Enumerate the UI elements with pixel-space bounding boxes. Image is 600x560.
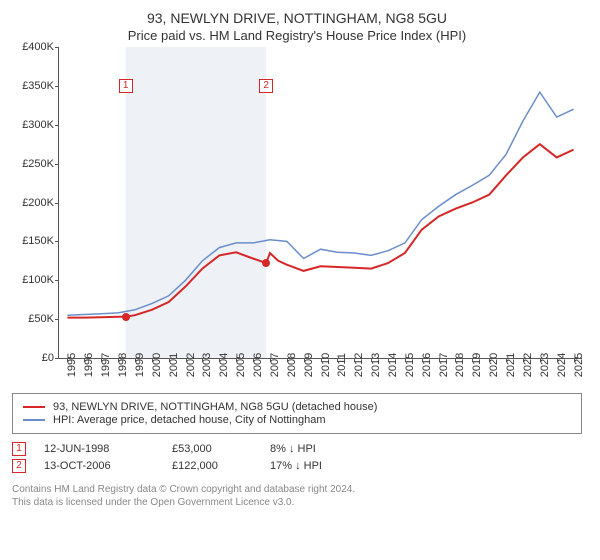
- sale-price: £122,000: [172, 460, 252, 472]
- x-tick-label: 1999: [134, 353, 146, 377]
- x-tick-label: 2018: [454, 353, 466, 377]
- y-tick-label: £100K: [22, 274, 54, 286]
- legend-item: HPI: Average price, detached house, City…: [23, 414, 571, 426]
- y-tick-label: £150K: [22, 235, 54, 247]
- x-axis: 1995199619971998199920002001200220032004…: [58, 359, 582, 383]
- x-tick-label: 1998: [117, 353, 129, 377]
- page-title: 93, NEWLYN DRIVE, NOTTINGHAM, NG8 5GU: [12, 10, 582, 26]
- x-tick-label: 2005: [235, 353, 247, 377]
- y-tick-label: £350K: [22, 80, 54, 92]
- x-tick-label: 2022: [522, 353, 534, 377]
- chart: £0£50K£100K£150K£200K£250K£300K£350K£400…: [12, 47, 582, 383]
- x-tick-label: 2003: [201, 353, 213, 377]
- x-tick-label: 2001: [168, 353, 180, 377]
- x-tick-label: 2017: [438, 353, 450, 377]
- x-tick-label: 2002: [185, 353, 197, 377]
- x-tick-label: 2015: [404, 353, 416, 377]
- legend-label: HPI: Average price, detached house, City…: [53, 414, 326, 426]
- page-subtitle: Price paid vs. HM Land Registry's House …: [12, 28, 582, 43]
- legend-item: 93, NEWLYN DRIVE, NOTTINGHAM, NG8 5GU (d…: [23, 401, 571, 413]
- x-tick-label: 2000: [151, 353, 163, 377]
- footer-line-2: This data is licensed under the Open Gov…: [12, 496, 582, 509]
- x-tick-label: 2004: [218, 353, 230, 377]
- legend-label: 93, NEWLYN DRIVE, NOTTINGHAM, NG8 5GU (d…: [53, 401, 377, 413]
- legend-swatch: [23, 406, 45, 408]
- sale-hpi: 17% ↓ HPI: [270, 460, 360, 472]
- sale-marker-dot: [122, 313, 130, 321]
- x-tick-label: 2023: [539, 353, 551, 377]
- sale-row: 1 12-JUN-1998 £53,000 8% ↓ HPI: [12, 442, 582, 456]
- y-tick-label: £300K: [22, 119, 54, 131]
- y-axis: £0£50K£100K£150K£200K£250K£300K£350K£400…: [12, 47, 58, 383]
- sale-index-badge: 2: [12, 459, 26, 473]
- x-tick-label: 2014: [387, 353, 399, 377]
- x-tick-label: 2013: [370, 353, 382, 377]
- x-tick-label: 2021: [505, 353, 517, 377]
- y-tick-label: £200K: [22, 197, 54, 209]
- sale-marker-label: 1: [119, 79, 133, 93]
- sale-marker-dot: [262, 259, 270, 267]
- plot-area: 12: [58, 47, 582, 359]
- y-tick-label: £50K: [28, 313, 54, 325]
- sale-price: £53,000: [172, 443, 252, 455]
- sale-date: 12-JUN-1998: [44, 443, 154, 455]
- x-tick-label: 2012: [353, 353, 365, 377]
- footer-line-1: Contains HM Land Registry data © Crown c…: [12, 483, 582, 496]
- x-tick-label: 2020: [488, 353, 500, 377]
- x-tick-label: 1995: [66, 353, 78, 377]
- x-tick-label: 2006: [252, 353, 264, 377]
- footer-attribution: Contains HM Land Registry data © Crown c…: [12, 483, 582, 509]
- x-tick-label: 1997: [100, 353, 112, 377]
- x-tick-label: 2008: [286, 353, 298, 377]
- x-tick-label: 2024: [556, 353, 568, 377]
- x-tick-label: 2025: [573, 353, 585, 377]
- y-tick-label: £250K: [22, 158, 54, 170]
- sale-row: 2 13-OCT-2006 £122,000 17% ↓ HPI: [12, 459, 582, 473]
- legend: 93, NEWLYN DRIVE, NOTTINGHAM, NG8 5GU (d…: [12, 393, 582, 434]
- legend-swatch: [23, 419, 45, 421]
- y-tick-label: £400K: [22, 41, 54, 53]
- sales-table: 1 12-JUN-1998 £53,000 8% ↓ HPI 2 13-OCT-2006 £…: [12, 442, 582, 473]
- x-tick-label: 2019: [471, 353, 483, 377]
- sale-marker-label: 2: [259, 79, 273, 93]
- x-tick-label: 2011: [336, 353, 348, 377]
- x-tick-label: 2007: [269, 353, 281, 377]
- sale-hpi: 8% ↓ HPI: [270, 443, 360, 455]
- y-tick-label: £0: [42, 352, 54, 364]
- x-tick-label: 2016: [421, 353, 433, 377]
- x-tick-label: 2010: [320, 353, 332, 377]
- sale-date: 13-OCT-2006: [44, 460, 154, 472]
- x-tick-label: 1996: [83, 353, 95, 377]
- sale-index-badge: 1: [12, 442, 26, 456]
- x-tick-label: 2009: [303, 353, 315, 377]
